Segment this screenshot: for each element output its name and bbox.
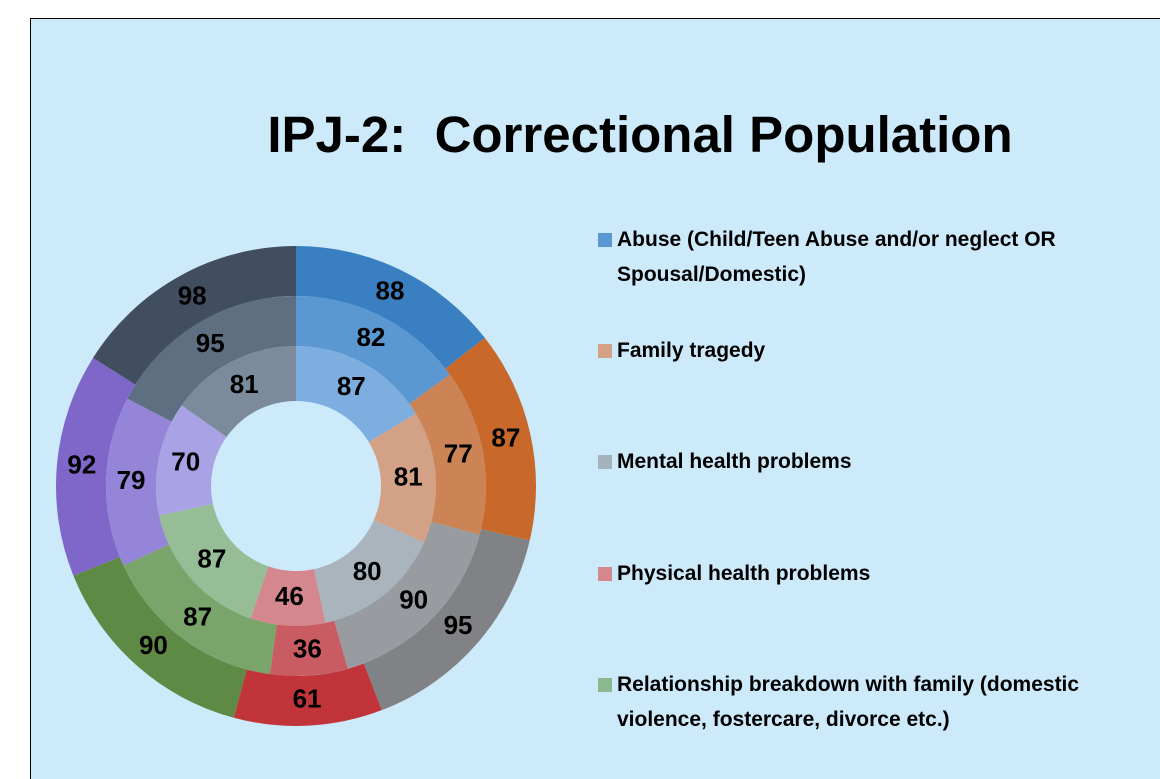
- legend-item: Abuse (Child/Teen Abuse and/or neglect O…: [598, 222, 1146, 292]
- donut-segment: [313, 520, 425, 623]
- donut-segment: [296, 346, 416, 443]
- donut-segment: [250, 566, 326, 626]
- donut-segment: [363, 529, 530, 711]
- data-label: 46: [275, 581, 304, 611]
- donut-segment: [55, 357, 136, 576]
- legend-swatch: [598, 344, 612, 358]
- data-label: 92: [67, 450, 96, 480]
- donut-segment: [156, 405, 227, 516]
- data-label: 88: [376, 276, 405, 306]
- legend-item: Physical health problems: [598, 556, 1146, 591]
- legend-item: Relationship breakdown with family (dome…: [598, 667, 1146, 737]
- donut-segment: [296, 246, 485, 369]
- data-label: 77: [444, 439, 473, 469]
- chart-title: IPJ-2: Correctional Population: [267, 106, 1013, 163]
- legend-item: Family tragedy: [598, 333, 1146, 368]
- donut-segment: [73, 557, 247, 718]
- legend-swatch: [598, 567, 612, 581]
- data-label: 95: [444, 610, 473, 640]
- legend-label: Physical health problems: [617, 562, 871, 585]
- data-label: 87: [183, 601, 212, 631]
- legend-label: Mental health problems: [617, 450, 852, 473]
- data-label: 87: [337, 371, 366, 401]
- donut-segment: [233, 663, 382, 727]
- data-label: 70: [171, 446, 200, 476]
- legend-label: Family tragedy: [617, 339, 766, 362]
- donut-segment: [368, 413, 436, 543]
- legend-label: Abuse (Child/Teen Abuse and/or neglect O…: [617, 228, 1056, 286]
- data-label: 95: [196, 328, 225, 358]
- data-label: 79: [117, 465, 146, 495]
- data-label: 87: [197, 544, 226, 574]
- donut-segment: [445, 337, 536, 541]
- data-label: 80: [353, 556, 382, 586]
- donut-segment: [409, 374, 487, 535]
- donut-segment: [296, 296, 450, 404]
- data-label: 82: [357, 322, 386, 352]
- donut-segment: [159, 503, 269, 619]
- data-label: 61: [293, 684, 322, 714]
- legend-swatch: [598, 233, 612, 247]
- legend-swatch: [598, 678, 612, 692]
- donut-segment: [105, 398, 172, 566]
- data-label: 87: [491, 422, 520, 452]
- data-label: 36: [293, 633, 322, 663]
- data-label: 81: [230, 369, 259, 399]
- legend-label: Relationship breakdown with family (dome…: [617, 673, 1080, 731]
- donut-segment: [127, 296, 297, 422]
- data-label: 98: [178, 281, 207, 311]
- donut-segment: [334, 521, 480, 669]
- donut-segment: [123, 544, 277, 675]
- donut-segment: [93, 246, 297, 385]
- data-label: 90: [139, 630, 168, 660]
- donut-segment: [181, 346, 296, 438]
- legend-swatch: [598, 455, 612, 469]
- data-label: 81: [394, 462, 423, 492]
- legend-item: Mental health problems: [598, 444, 1146, 479]
- data-label: 90: [399, 585, 428, 615]
- donut-segment: [269, 620, 348, 676]
